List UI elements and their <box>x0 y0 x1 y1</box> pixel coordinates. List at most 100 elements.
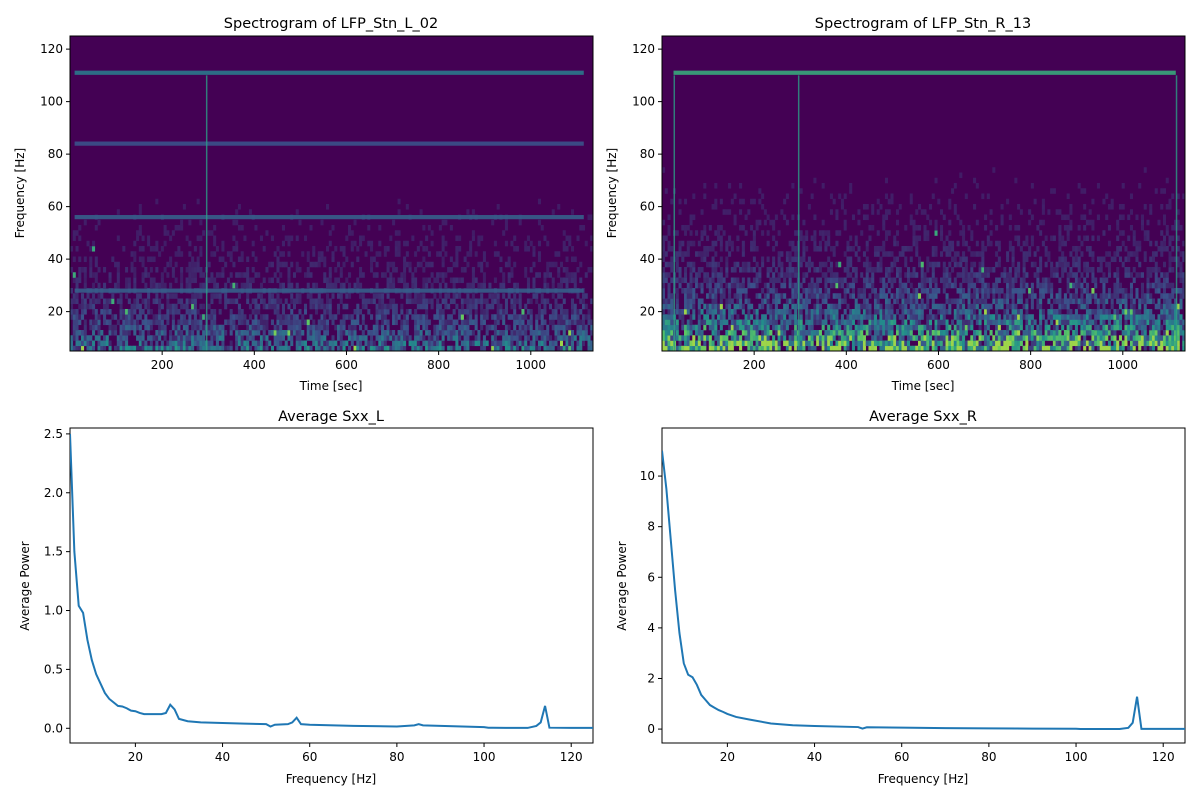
spectrogram-right-cell <box>1140 340 1145 347</box>
spectrogram-right-cell <box>956 335 960 341</box>
spectrogram-right-cell <box>1011 303 1015 310</box>
spectrogram-right-cell <box>766 319 770 326</box>
spectrogram-left-cell <box>460 324 464 331</box>
spectrogram-right-cell <box>1085 314 1089 320</box>
spectrogram-right-cell <box>678 282 682 289</box>
spectrogram-right-cell <box>973 177 977 184</box>
spectrogram-left-cell <box>89 303 93 310</box>
spectrogram-right-cell <box>1055 267 1059 273</box>
spectrogram-right-cell <box>1110 298 1114 305</box>
spectrogram-right-cell <box>1149 330 1153 336</box>
spectrogram-right-cell <box>909 319 913 326</box>
spectrogram-right-cell <box>1069 298 1073 305</box>
spectrogram-right-cell <box>1107 340 1111 347</box>
spectrogram-right-cell <box>755 324 759 331</box>
spectrogram-right-cell <box>1088 340 1092 347</box>
spectrogram-left-cell <box>210 309 214 315</box>
spectrogram-right-cell <box>865 340 869 347</box>
spectrogram-right-cell <box>766 303 770 310</box>
spectrogram-left-cell <box>447 267 451 273</box>
spectrogram-left-cell <box>317 330 321 336</box>
spectrogram-left-cell <box>537 256 541 263</box>
spectrogram-right-cell <box>686 345 690 352</box>
spectrogram-left-cell <box>119 298 123 305</box>
spectrogram-left-cell <box>196 261 200 268</box>
spectrogram-right-cell <box>1063 261 1067 268</box>
spectrogram-right-cell <box>1135 309 1139 315</box>
spectrogram-right-cell <box>675 319 679 326</box>
spectrogram-left-cell <box>240 345 244 352</box>
spectrogram-left-cell <box>218 293 222 299</box>
spectrogram-right-cell <box>794 272 798 278</box>
spectrogram-left-cell <box>359 282 363 289</box>
spectrogram-left-cell <box>284 261 288 268</box>
spectrogram-left-cell <box>447 330 451 336</box>
spectrogram-left-cell <box>482 314 486 320</box>
spectrogram-left-cell <box>210 230 214 236</box>
spectrogram-right-cell <box>846 256 850 263</box>
spectrogram-right-cell <box>1151 267 1156 273</box>
spectrogram-left-cell <box>323 314 327 320</box>
spectrogram-left-cell <box>367 240 371 247</box>
spectrogram-right-cell <box>1102 198 1106 205</box>
spectrogram-right-cell <box>1146 319 1150 326</box>
spectrogram-left-cell <box>361 314 365 320</box>
spectrogram-left-cell <box>587 335 591 341</box>
spectrogram-left-cell <box>557 272 561 278</box>
spectrogram-left-cell <box>133 277 137 284</box>
spectrogram-right-cell <box>849 282 853 289</box>
spectrogram-right-cell <box>1129 335 1133 341</box>
spectrogram-right-cell <box>675 330 679 336</box>
spectrogram-left-cell <box>273 324 277 331</box>
spectrogram-left-cell <box>328 340 332 347</box>
spectrogram-left-cell <box>237 340 241 347</box>
spectrogram-left-cell <box>342 314 346 320</box>
spectrogram-left-cell <box>155 340 159 347</box>
spectrogram-right-cell <box>906 324 911 331</box>
spectrogram-right-cell <box>772 282 776 289</box>
spectrogram-right-cell <box>978 324 982 331</box>
spectrogram-left-cell <box>251 240 255 247</box>
spectrogram-left-cell <box>546 335 550 341</box>
spectrogram-right-cell <box>984 309 988 315</box>
spectrogram-left-cell <box>174 335 178 341</box>
spectrogram-left-cell <box>292 314 297 320</box>
spectrogram-left-cell <box>276 298 280 305</box>
spectrogram-left-cell <box>581 293 586 299</box>
spectrogram-right-cell <box>783 198 787 205</box>
spectrogram-right-cell <box>1094 309 1098 315</box>
spectrogram-right-cell <box>805 298 809 305</box>
spectrogram-left-cell <box>138 204 142 210</box>
spectrogram-right-cell <box>995 251 999 257</box>
spectrogram-right-cell <box>818 246 822 252</box>
spectrogram-right-cell <box>706 293 710 299</box>
spectrogram-right-cell <box>1162 293 1167 299</box>
spectrogram-right-cell <box>915 251 919 257</box>
spectrogram-right-cell <box>854 330 858 336</box>
spectrogram-right-cell <box>879 324 883 331</box>
spectrogram-left-cell <box>188 335 192 341</box>
spectrogram-left-cell <box>229 319 233 326</box>
spectrogram-right-cell <box>1132 340 1136 347</box>
spectrogram-right-cell <box>854 235 858 242</box>
spectrogram-right-cell <box>940 345 944 352</box>
spectrogram-left-cell <box>141 298 145 305</box>
spectrogram-right-cell <box>895 330 900 336</box>
spectrogram-left-cell <box>125 340 129 347</box>
spectrogram-left-cell <box>133 345 137 352</box>
spectrogram-right-cell <box>871 319 875 326</box>
spectrogram-left-cell <box>169 330 173 336</box>
spectrogram-right-cell <box>871 324 875 331</box>
spectrogram-right-cell <box>686 303 690 310</box>
spectrogram-right-cell <box>714 240 718 247</box>
spectrogram-right-cell <box>1011 324 1015 331</box>
spectrogram-left-cell <box>246 282 250 289</box>
spectrogram-left-cell <box>320 345 324 352</box>
spectrogram-left-cell <box>342 246 346 252</box>
spectrogram-right-cell <box>736 293 740 299</box>
spectrogram-left-cell <box>155 330 159 336</box>
spectrogram-left-cell <box>370 246 374 252</box>
spectrogram-left-cell <box>246 319 250 326</box>
spectrogram-right-cell <box>862 345 866 352</box>
spectrogram-left-cell <box>546 298 550 305</box>
